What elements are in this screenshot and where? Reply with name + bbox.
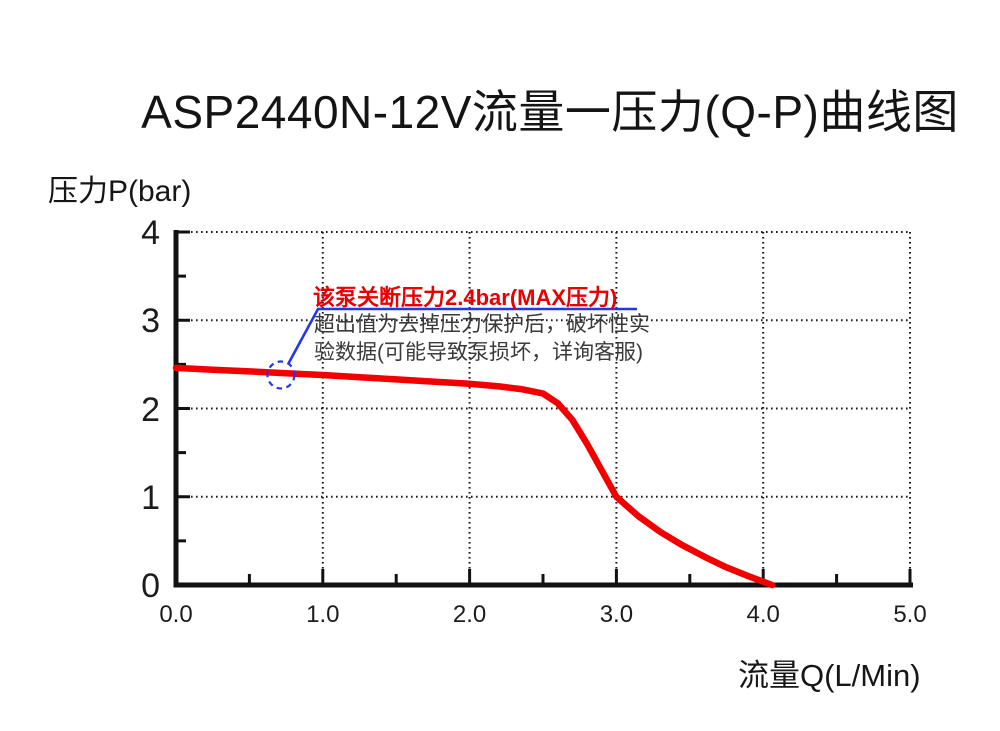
annotation-body-line2: 验数据(可能导致泵损坏，详询客服) bbox=[314, 341, 643, 364]
x-tick-label: 5.0 bbox=[893, 601, 927, 628]
y-tick-label: 2 bbox=[141, 390, 160, 429]
marker-circle bbox=[266, 360, 296, 390]
x-tick-label: 2.0 bbox=[452, 601, 487, 628]
qp-curve bbox=[172, 364, 776, 589]
x-tick-label: 4.0 bbox=[746, 601, 780, 628]
annotation-headline: 该泵关断压力2.4bar(MAX压力) bbox=[313, 285, 618, 310]
annotation-body: 超出值为去掉压力保护后，破坏性实 验数据(可能导致泵损坏，详询客服) bbox=[314, 311, 650, 367]
annotation-body-line1: 超出值为去掉压力保护后，破坏性实 bbox=[314, 313, 650, 336]
y-axis-title: 压力P(bar) bbox=[48, 175, 192, 208]
x-tick-label: 0.0 bbox=[159, 601, 193, 628]
y-tick-label: 1 bbox=[141, 478, 160, 517]
y-tick-label: 0 bbox=[141, 567, 160, 605]
chart-title: ASP2440N-12V流量一压力(Q-P)曲线图 bbox=[141, 86, 959, 138]
annotation-leader-line bbox=[287, 307, 637, 365]
y-tick-label: 4 bbox=[141, 214, 160, 252]
x-tick-label: 3.0 bbox=[599, 601, 634, 628]
x-tick-label: 1.0 bbox=[306, 601, 340, 628]
x-axis-title: 流量Q(L/Min) bbox=[738, 658, 921, 693]
y-tick-label: 3 bbox=[141, 302, 160, 341]
